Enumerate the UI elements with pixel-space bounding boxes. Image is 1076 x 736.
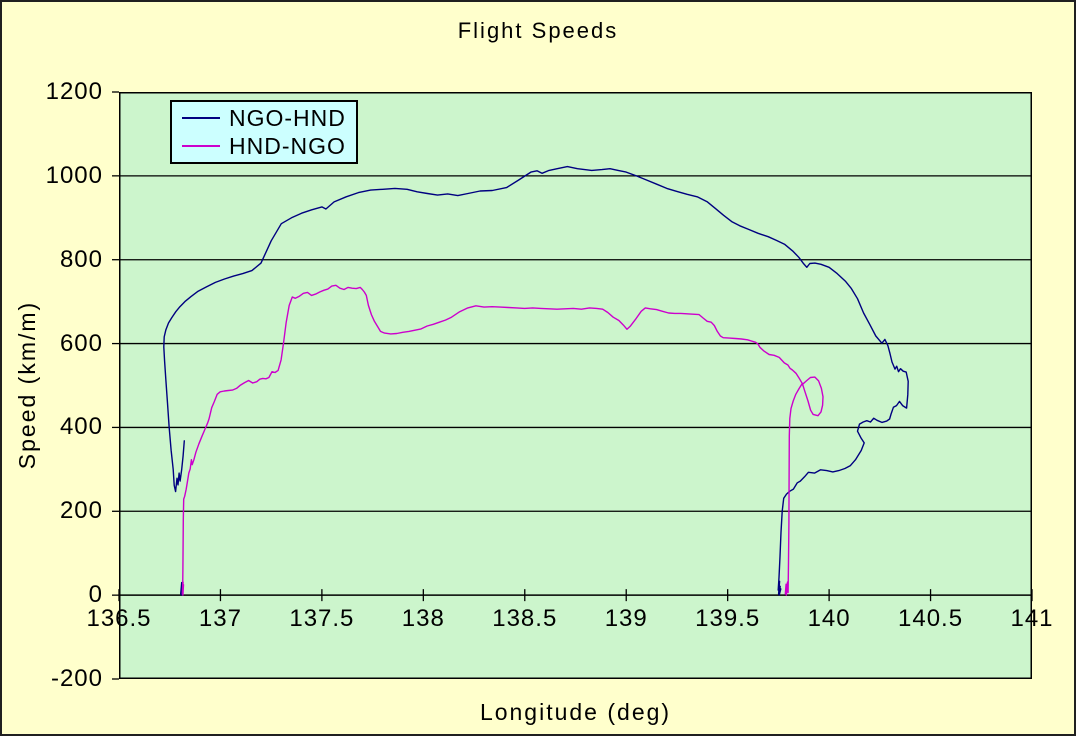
y-tick-label: -200	[50, 665, 103, 692]
plot-canvas	[112, 91, 1033, 680]
legend-label: NGO-HND	[229, 104, 346, 131]
plot-border	[119, 92, 1032, 679]
x-tick-label: 136.5	[86, 605, 152, 633]
y-tick-label: 0	[88, 581, 103, 609]
x-tick-label: 137	[198, 605, 242, 633]
x-tick-label: 138.5	[492, 605, 558, 633]
x-tick-label: 137.5	[289, 605, 355, 633]
x-tick-label: 139	[604, 605, 648, 633]
legend-line-sample-hnd-ngo-icon	[182, 145, 220, 147]
chart-title: Flight Speeds	[457, 18, 619, 43]
y-tick-label: 800	[59, 245, 103, 273]
y-axis-title: Speed (km/m)	[14, 300, 40, 470]
x-tick-label: 141	[1010, 605, 1054, 633]
y-tick-label: 600	[59, 329, 103, 357]
series-line-hnd-ngo	[181, 284, 824, 596]
legend: NGO-HND HND-NGO	[170, 100, 358, 164]
x-tick-label: 140	[807, 605, 851, 633]
legend-item: HND-NGO	[182, 132, 346, 160]
x-tick-label: 139.5	[695, 605, 761, 633]
y-tick-label: 200	[59, 497, 103, 525]
x-tick-label: 138	[401, 605, 445, 633]
x-axis-title: Longitude (deg)	[479, 699, 672, 725]
y-tick-label: 400	[59, 413, 103, 441]
legend-label: HND-NGO	[229, 132, 346, 159]
x-tick-label: 140.5	[898, 605, 964, 633]
legend-line-sample-ngo-hnd-icon	[182, 117, 220, 119]
series-line-ngo-hnd	[163, 165, 909, 596]
y-tick-label: 1000	[45, 161, 103, 189]
legend-item: NGO-HND	[182, 104, 346, 132]
y-tick-label: 1200	[45, 78, 103, 105]
plot-area	[112, 91, 1033, 680]
